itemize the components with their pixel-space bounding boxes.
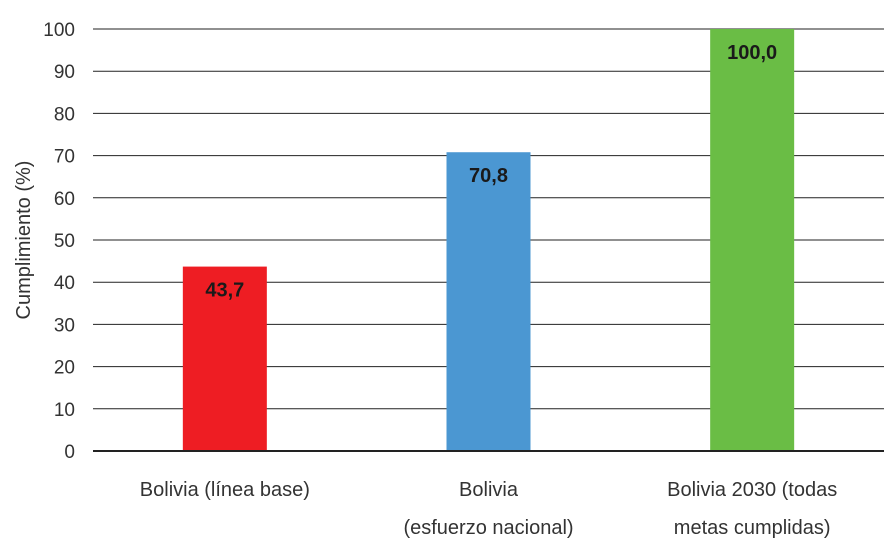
x-tick-label: metas cumplidas) xyxy=(674,517,831,538)
y-tick-label: 90 xyxy=(54,62,75,83)
bar xyxy=(182,266,267,451)
y-tick-label: 20 xyxy=(54,358,75,379)
data-label: 43,7 xyxy=(205,280,244,302)
x-tick-label: (esfuerzo nacional) xyxy=(403,517,573,538)
x-tick-label: Bolivia (línea base) xyxy=(140,479,310,501)
x-tick-label: Bolivia xyxy=(459,479,519,501)
y-tick-label: 50 xyxy=(54,231,75,252)
y-tick-label: 30 xyxy=(54,315,75,336)
bars xyxy=(182,29,795,451)
y-tick-label: 10 xyxy=(54,400,75,421)
x-axis-categories: Bolivia (línea base) Bolivia (esfuerzo nac… xyxy=(140,479,837,538)
data-label: 70,8 xyxy=(469,165,508,187)
y-tick-label: 80 xyxy=(54,104,75,125)
y-tick-label: 40 xyxy=(54,273,75,294)
y-tick-label: 60 xyxy=(54,189,75,210)
y-axis-label: Cumplimiento (%) xyxy=(13,161,35,320)
y-tick-label: 100 xyxy=(43,20,75,41)
bar xyxy=(710,29,795,451)
y-axis-ticks: 0 10 20 30 40 50 60 70 80 90 100 xyxy=(43,20,75,463)
y-tick-label: 70 xyxy=(54,147,75,168)
data-label: 100,0 xyxy=(727,42,777,64)
value-labels: 43,7 70,8 100,0 xyxy=(205,42,777,302)
x-tick-label: Bolivia 2030 (todas xyxy=(667,479,837,501)
y-tick-label: 0 xyxy=(64,442,75,463)
bar xyxy=(446,152,531,451)
